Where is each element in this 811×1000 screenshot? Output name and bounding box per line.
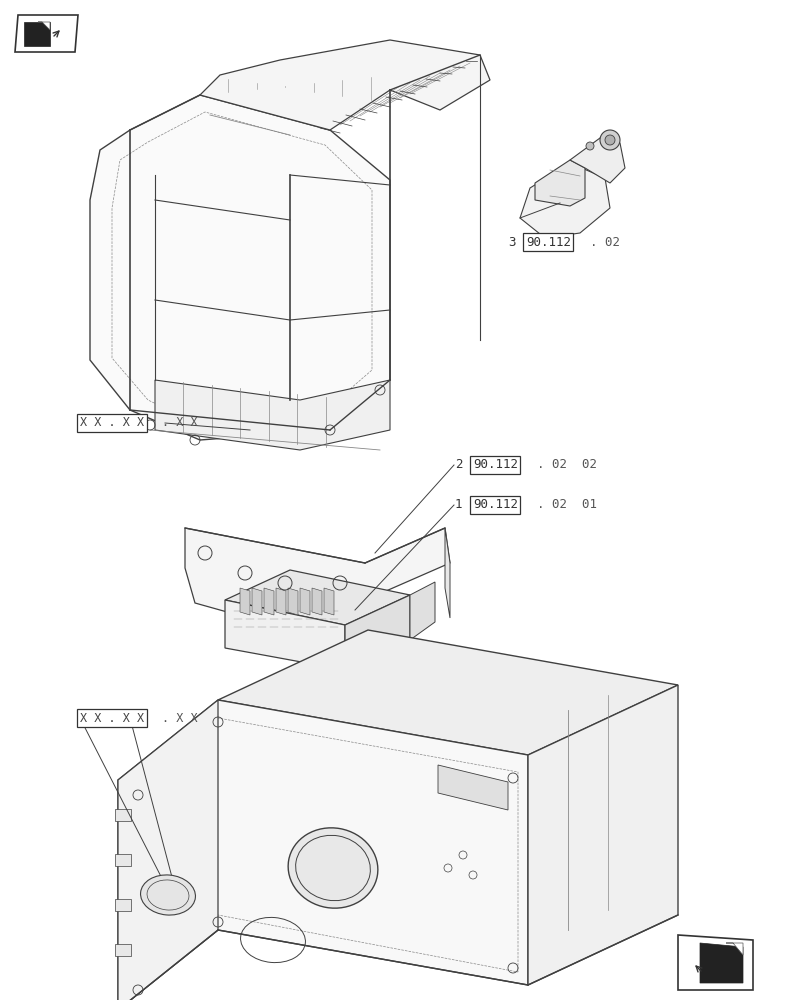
- Polygon shape: [225, 600, 345, 670]
- Polygon shape: [115, 809, 131, 821]
- Text: 90.112: 90.112: [526, 235, 570, 248]
- Polygon shape: [217, 630, 677, 755]
- Polygon shape: [115, 854, 131, 866]
- Polygon shape: [38, 22, 50, 30]
- Polygon shape: [155, 380, 389, 450]
- Polygon shape: [24, 22, 50, 46]
- Bar: [293, 605, 303, 635]
- Polygon shape: [90, 95, 389, 440]
- Bar: [233, 605, 242, 635]
- Polygon shape: [519, 163, 609, 238]
- Ellipse shape: [288, 828, 377, 908]
- Text: 2: 2: [454, 458, 462, 472]
- Polygon shape: [251, 588, 262, 615]
- Text: 3: 3: [508, 235, 515, 248]
- Polygon shape: [444, 528, 449, 618]
- Polygon shape: [200, 40, 489, 130]
- Circle shape: [604, 135, 614, 145]
- Polygon shape: [534, 160, 584, 206]
- Polygon shape: [725, 943, 742, 955]
- Polygon shape: [677, 935, 752, 990]
- Bar: [281, 605, 290, 635]
- Text: . X X: . X X: [162, 712, 197, 724]
- Polygon shape: [288, 588, 298, 615]
- Polygon shape: [569, 138, 624, 183]
- Text: 90.112: 90.112: [473, 458, 517, 472]
- Bar: [255, 593, 345, 615]
- Text: 90.112: 90.112: [473, 498, 517, 512]
- Polygon shape: [345, 595, 410, 670]
- Circle shape: [586, 142, 594, 150]
- Polygon shape: [115, 944, 131, 956]
- Text: . 02  02: . 02 02: [536, 458, 596, 472]
- Polygon shape: [118, 700, 527, 1000]
- Polygon shape: [115, 899, 131, 911]
- Text: . 02: . 02: [590, 235, 620, 248]
- Polygon shape: [225, 570, 410, 625]
- Text: X X . X X: X X . X X: [80, 712, 144, 724]
- Polygon shape: [264, 588, 273, 615]
- Polygon shape: [311, 588, 322, 615]
- Bar: [328, 605, 338, 635]
- Polygon shape: [527, 685, 677, 985]
- Bar: [268, 605, 279, 635]
- Ellipse shape: [140, 875, 195, 915]
- Polygon shape: [324, 588, 333, 615]
- Polygon shape: [276, 588, 285, 615]
- Text: X X . X X: X X . X X: [80, 416, 144, 430]
- Bar: [257, 605, 267, 635]
- Polygon shape: [240, 588, 250, 615]
- Polygon shape: [118, 700, 217, 1000]
- Bar: [245, 605, 255, 635]
- Text: . 02  01: . 02 01: [536, 498, 596, 512]
- Polygon shape: [410, 582, 435, 640]
- Polygon shape: [699, 943, 742, 983]
- Bar: [316, 605, 327, 635]
- Polygon shape: [15, 15, 78, 52]
- Polygon shape: [185, 528, 449, 638]
- Polygon shape: [437, 765, 508, 810]
- Polygon shape: [299, 588, 310, 615]
- Text: . X X: . X X: [162, 416, 197, 430]
- Text: 1: 1: [454, 498, 462, 512]
- Bar: [305, 605, 315, 635]
- Circle shape: [599, 130, 620, 150]
